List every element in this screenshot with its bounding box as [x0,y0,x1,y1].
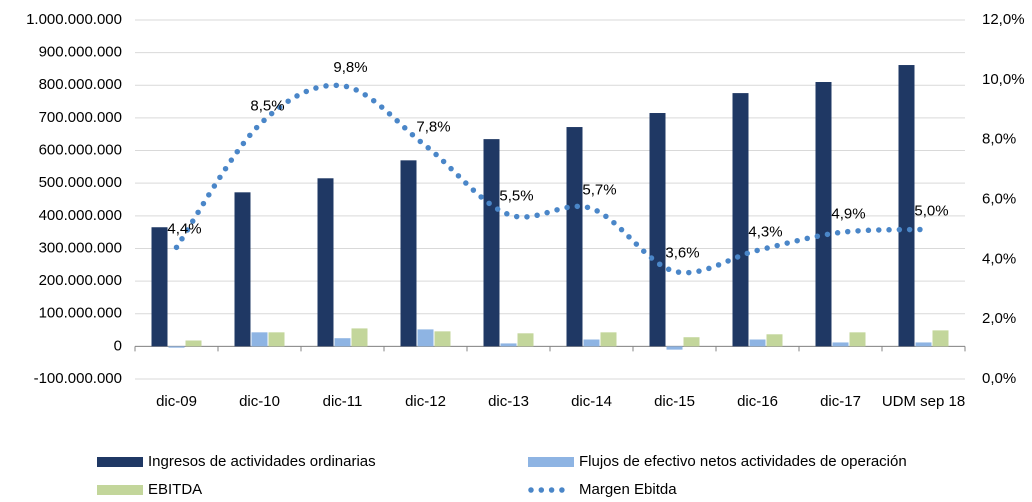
line [173,82,927,276]
bar [334,338,351,347]
x-tick-label: dic-11 [322,393,363,410]
legend-swatch [97,485,143,495]
y-tick-label: 300.000.000 [39,239,122,256]
y2-tick-label: 10,0% [982,71,1025,88]
y-tick-label: -100.000.000 [34,370,122,387]
bar [815,82,832,347]
bar [185,340,202,347]
y2-tick-label: 0,0% [982,370,1016,387]
bar [351,328,368,347]
y-tick-label: 100.000.000 [39,305,122,322]
bar [268,332,285,347]
y-tick-label: 800.000.000 [39,76,122,93]
bar [151,227,168,347]
x-tick-label: dic-17 [820,393,861,410]
legend-label: EBITDA [148,481,202,498]
bar [400,160,417,347]
bar [649,113,666,347]
x-tick-label: dic-16 [737,393,778,410]
legend-label: Flujos de efectivo netos actividades de … [579,453,907,470]
legend-swatch [97,457,143,467]
bar [434,331,451,347]
x-tick-label: UDM sep 18 [881,393,966,410]
y-tick-label: 200.000.000 [39,272,122,289]
data-label: 4,4% [167,220,201,237]
y2-tick-label: 12,0% [982,11,1025,28]
data-label: 4,3% [748,223,782,240]
legend-swatch [528,457,574,467]
bar [583,339,600,347]
bar [732,93,749,347]
bar [500,343,517,347]
legend-label: Margen Ebitda [579,481,677,498]
x-tick-label: dic-10 [239,393,280,410]
bar [749,339,766,347]
x-tick-label: dic-09 [156,393,197,410]
x-tick-label: dic-14 [571,393,612,410]
bar [898,65,915,347]
bar [517,333,534,347]
bar [766,334,783,347]
data-label: 9,8% [333,59,367,76]
y-tick-label: 900.000.000 [39,44,122,61]
bar [317,178,334,347]
x-tick-label: dic-12 [405,393,446,410]
y-tick-label: 500.000.000 [39,174,122,191]
y2-tick-label: 6,0% [982,190,1016,207]
y-tick-label: 700.000.000 [39,109,122,126]
bar [932,330,949,347]
y2-tick-label: 2,0% [982,310,1016,327]
data-label: 5,0% [914,202,948,219]
y-tick-label: 1.000.000.000 [26,11,122,28]
y-tick-label: 400.000.000 [39,207,122,224]
bar [417,329,434,347]
x-tick-label: dic-15 [654,393,695,410]
bar [483,139,500,347]
y2-tick-label: 8,0% [982,131,1016,148]
x-tick-label: dic-13 [488,393,529,410]
bar [849,332,866,347]
bar [666,346,683,350]
bar [915,342,932,347]
data-label: 5,5% [499,187,533,204]
bar [683,337,700,347]
data-label: 5,7% [582,181,616,198]
bar [251,332,268,347]
bar [832,342,849,347]
y2-tick-label: 4,0% [982,250,1016,267]
bar [234,192,251,347]
y-tick-label: 0 [114,337,122,354]
bar [168,346,185,348]
data-label: 7,8% [416,119,450,136]
bar [566,127,583,347]
y-tick-label: 600.000.000 [39,142,122,159]
legend-label: Ingresos de actividades ordinarias [148,453,376,470]
data-label: 3,6% [665,244,699,261]
bar [600,332,617,347]
data-label: 8,5% [250,98,284,115]
data-label: 4,9% [831,205,865,222]
